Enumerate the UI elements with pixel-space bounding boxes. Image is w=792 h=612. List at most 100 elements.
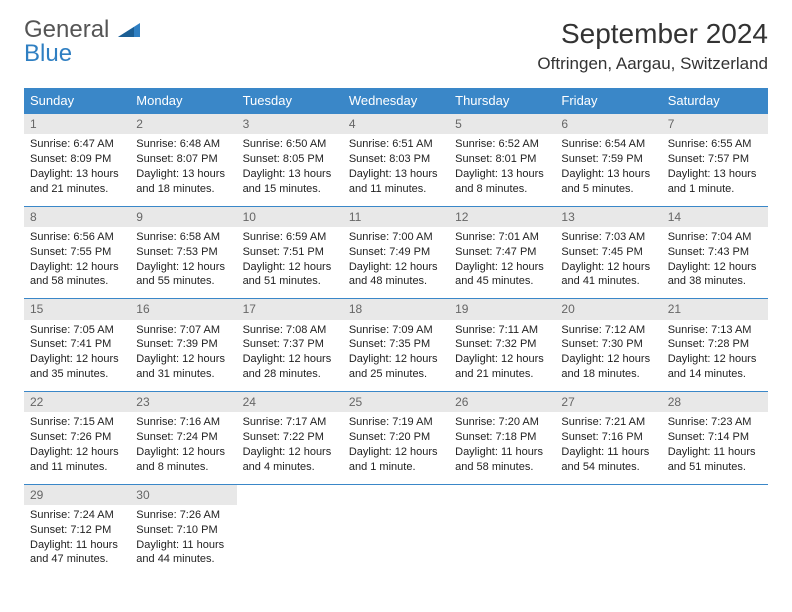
day-cell: Sunrise: 7:09 AMSunset: 7:35 PMDaylight:… bbox=[343, 320, 449, 392]
day-number: 2 bbox=[130, 114, 236, 135]
sunrise-text: Sunrise: 7:05 AM bbox=[30, 323, 124, 338]
daylight-text: Daylight: 11 hours bbox=[561, 445, 655, 460]
day-cell: Sunrise: 6:55 AMSunset: 7:57 PMDaylight:… bbox=[662, 134, 768, 206]
sunrise-text: Sunrise: 7:09 AM bbox=[349, 323, 443, 338]
daylight-text: and 58 minutes. bbox=[455, 460, 549, 475]
weekday-header: Sunday bbox=[24, 88, 130, 114]
sunrise-text: Sunrise: 6:48 AM bbox=[136, 137, 230, 152]
sunrise-text: Sunrise: 7:12 AM bbox=[561, 323, 655, 338]
daylight-text: Daylight: 12 hours bbox=[561, 352, 655, 367]
daylight-text: and 14 minutes. bbox=[668, 367, 762, 382]
weekday-header: Saturday bbox=[662, 88, 768, 114]
sunrise-text: Sunrise: 7:23 AM bbox=[668, 415, 762, 430]
sunrise-text: Sunrise: 7:17 AM bbox=[243, 415, 337, 430]
day-number: 24 bbox=[237, 392, 343, 413]
weekday-header: Thursday bbox=[449, 88, 555, 114]
day-cell: Sunrise: 7:07 AMSunset: 7:39 PMDaylight:… bbox=[130, 320, 236, 392]
sunset-text: Sunset: 7:24 PM bbox=[136, 430, 230, 445]
logo-line1: General bbox=[24, 16, 109, 43]
sunset-text: Sunset: 7:57 PM bbox=[668, 152, 762, 167]
daylight-text: and 21 minutes. bbox=[455, 367, 549, 382]
sunset-text: Sunset: 7:55 PM bbox=[30, 245, 124, 260]
day-number: 9 bbox=[130, 206, 236, 227]
day-number-row: 891011121314 bbox=[24, 206, 768, 227]
daylight-text: and 11 minutes. bbox=[349, 182, 443, 197]
daylight-text: Daylight: 11 hours bbox=[455, 445, 549, 460]
daylight-text: and 47 minutes. bbox=[30, 552, 124, 567]
sunrise-text: Sunrise: 7:15 AM bbox=[30, 415, 124, 430]
sunrise-text: Sunrise: 7:21 AM bbox=[561, 415, 655, 430]
day-number: 19 bbox=[449, 299, 555, 320]
sunrise-text: Sunrise: 7:19 AM bbox=[349, 415, 443, 430]
sunset-text: Sunset: 7:59 PM bbox=[561, 152, 655, 167]
sunrise-text: Sunrise: 6:51 AM bbox=[349, 137, 443, 152]
daylight-text: Daylight: 12 hours bbox=[136, 260, 230, 275]
day-number: 11 bbox=[343, 206, 449, 227]
daylight-text: and 41 minutes. bbox=[561, 274, 655, 289]
day-cell: Sunrise: 7:08 AMSunset: 7:37 PMDaylight:… bbox=[237, 320, 343, 392]
day-number: 6 bbox=[555, 114, 661, 135]
daylight-text: Daylight: 13 hours bbox=[349, 167, 443, 182]
day-number bbox=[343, 484, 449, 505]
sunset-text: Sunset: 7:51 PM bbox=[243, 245, 337, 260]
daylight-text: and 1 minute. bbox=[668, 182, 762, 197]
day-number-row: 1234567 bbox=[24, 114, 768, 135]
day-cell: Sunrise: 6:56 AMSunset: 7:55 PMDaylight:… bbox=[24, 227, 130, 299]
day-number: 15 bbox=[24, 299, 130, 320]
day-cell: Sunrise: 7:04 AMSunset: 7:43 PMDaylight:… bbox=[662, 227, 768, 299]
day-cell: Sunrise: 7:26 AMSunset: 7:10 PMDaylight:… bbox=[130, 505, 236, 577]
daylight-text: Daylight: 12 hours bbox=[349, 260, 443, 275]
daylight-text: and 11 minutes. bbox=[30, 460, 124, 475]
sunrise-text: Sunrise: 6:59 AM bbox=[243, 230, 337, 245]
day-cell bbox=[662, 505, 768, 577]
sunrise-text: Sunrise: 6:47 AM bbox=[30, 137, 124, 152]
sunset-text: Sunset: 7:32 PM bbox=[455, 337, 549, 352]
day-number: 23 bbox=[130, 392, 236, 413]
daylight-text: Daylight: 12 hours bbox=[30, 260, 124, 275]
sunset-text: Sunset: 7:18 PM bbox=[455, 430, 549, 445]
sunrise-text: Sunrise: 7:04 AM bbox=[668, 230, 762, 245]
daylight-text: and 48 minutes. bbox=[349, 274, 443, 289]
sunset-text: Sunset: 8:05 PM bbox=[243, 152, 337, 167]
daylight-text: and 45 minutes. bbox=[455, 274, 549, 289]
daylight-text: Daylight: 13 hours bbox=[561, 167, 655, 182]
day-content-row: Sunrise: 7:05 AMSunset: 7:41 PMDaylight:… bbox=[24, 320, 768, 392]
daylight-text: Daylight: 13 hours bbox=[243, 167, 337, 182]
day-cell: Sunrise: 6:51 AMSunset: 8:03 PMDaylight:… bbox=[343, 134, 449, 206]
day-cell: Sunrise: 6:59 AMSunset: 7:51 PMDaylight:… bbox=[237, 227, 343, 299]
day-content-row: Sunrise: 6:47 AMSunset: 8:09 PMDaylight:… bbox=[24, 134, 768, 206]
day-number: 10 bbox=[237, 206, 343, 227]
day-cell bbox=[343, 505, 449, 577]
calendar-table: Sunday Monday Tuesday Wednesday Thursday… bbox=[24, 88, 768, 577]
daylight-text: Daylight: 12 hours bbox=[243, 445, 337, 460]
day-cell: Sunrise: 6:52 AMSunset: 8:01 PMDaylight:… bbox=[449, 134, 555, 206]
day-number: 29 bbox=[24, 484, 130, 505]
daylight-text: and 55 minutes. bbox=[136, 274, 230, 289]
day-cell: Sunrise: 7:11 AMSunset: 7:32 PMDaylight:… bbox=[449, 320, 555, 392]
weekday-header: Friday bbox=[555, 88, 661, 114]
daylight-text: and 38 minutes. bbox=[668, 274, 762, 289]
day-number-row: 15161718192021 bbox=[24, 299, 768, 320]
day-number: 21 bbox=[662, 299, 768, 320]
day-content-row: Sunrise: 6:56 AMSunset: 7:55 PMDaylight:… bbox=[24, 227, 768, 299]
day-number: 5 bbox=[449, 114, 555, 135]
sunrise-text: Sunrise: 7:07 AM bbox=[136, 323, 230, 338]
sunset-text: Sunset: 7:43 PM bbox=[668, 245, 762, 260]
sunrise-text: Sunrise: 6:58 AM bbox=[136, 230, 230, 245]
day-cell: Sunrise: 6:47 AMSunset: 8:09 PMDaylight:… bbox=[24, 134, 130, 206]
day-number: 30 bbox=[130, 484, 236, 505]
daylight-text: Daylight: 12 hours bbox=[136, 352, 230, 367]
day-cell: Sunrise: 7:12 AMSunset: 7:30 PMDaylight:… bbox=[555, 320, 661, 392]
sunset-text: Sunset: 7:53 PM bbox=[136, 245, 230, 260]
day-number: 4 bbox=[343, 114, 449, 135]
sunset-text: Sunset: 8:01 PM bbox=[455, 152, 549, 167]
daylight-text: Daylight: 12 hours bbox=[561, 260, 655, 275]
weekday-header: Tuesday bbox=[237, 88, 343, 114]
day-number: 14 bbox=[662, 206, 768, 227]
day-number: 3 bbox=[237, 114, 343, 135]
daylight-text: Daylight: 13 hours bbox=[455, 167, 549, 182]
day-cell bbox=[237, 505, 343, 577]
daylight-text: Daylight: 13 hours bbox=[668, 167, 762, 182]
page-header: General Blue September 2024 Oftringen, A… bbox=[24, 18, 768, 74]
daylight-text: Daylight: 12 hours bbox=[136, 445, 230, 460]
